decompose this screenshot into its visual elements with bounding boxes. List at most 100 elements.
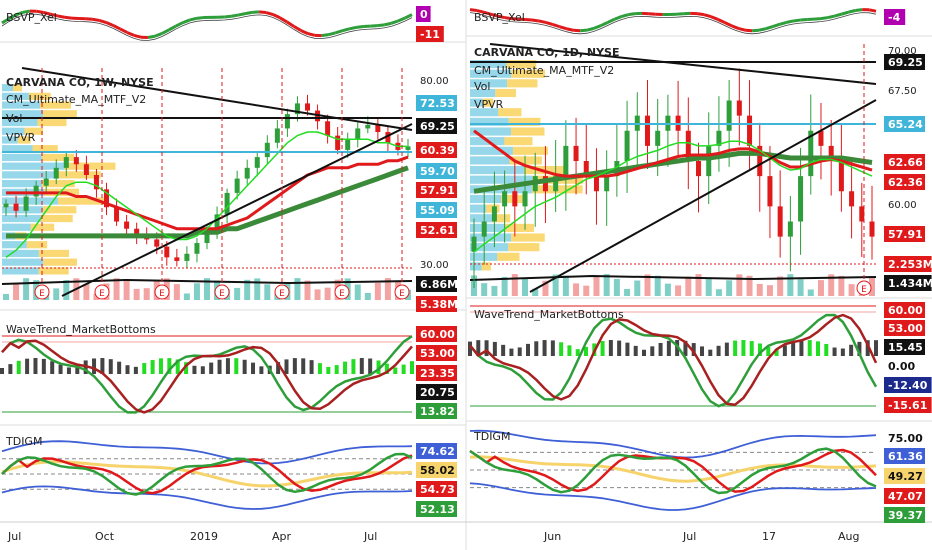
bsvp-line-segment [497, 14, 505, 20]
vpvr-bar [2, 214, 41, 223]
candle-body [818, 130, 824, 146]
volume-bar [143, 288, 150, 300]
bsvp-line-segment [737, 26, 746, 32]
volume-bar [374, 282, 381, 300]
wavetrend-histogram-bar [584, 346, 588, 356]
wavetrend-histogram-bar [58, 364, 63, 374]
right-wave-value: 0.00 [888, 360, 915, 373]
volume-bar [123, 280, 130, 300]
volume-bar [797, 279, 804, 296]
wavetrend-line-2 [1, 339, 413, 414]
candle-body [726, 100, 732, 131]
right-wave-value: 60.00 [888, 304, 923, 317]
wavetrend-histogram-bar [351, 359, 356, 374]
vpvr-bar [470, 262, 482, 271]
left-tdigm-value: 54.73 [420, 483, 455, 496]
volume-bar [511, 274, 518, 296]
candle-body [63, 157, 69, 168]
bsvp-line-segment [717, 17, 726, 24]
right-tdigm-value-bg [884, 468, 925, 484]
ma-slow-line [6, 165, 409, 239]
volume-bar [695, 274, 702, 296]
vpvr-bar [470, 204, 487, 213]
volume-bar [583, 285, 590, 296]
wavetrend-histogram-bar [234, 358, 239, 374]
volume-bar [756, 283, 763, 296]
volume-bar [685, 276, 692, 296]
right-price-label: 69.25 [888, 56, 923, 69]
right-tdigm-label: TDIGM [473, 430, 510, 443]
volume-bar [254, 278, 261, 300]
left-tdigm-value-bg [416, 501, 457, 517]
left-x-tick: Oct [95, 530, 115, 543]
wavetrend-histogram-bar [276, 362, 281, 374]
right-price-label: 1.434M [888, 277, 932, 290]
right-tdigm-value: 61.36 [888, 450, 923, 463]
wavetrend-histogram-bar [33, 358, 38, 374]
left-bsvp-label: BSVP_Xel [6, 11, 57, 24]
candle-body [13, 203, 19, 211]
volume-bar [675, 285, 682, 296]
vpvr-bar [2, 92, 29, 100]
vpvr-bar [58, 197, 104, 205]
volume-bar [173, 284, 180, 300]
bsvp-line-segment [696, 12, 705, 17]
bsvp-line-segment [586, 26, 595, 32]
right-wave-value: -15.61 [888, 399, 927, 412]
vpvr-bar [38, 249, 70, 258]
wavetrend-histogram-bar [534, 341, 539, 356]
earnings-marker [94, 284, 110, 300]
bsvp-line-segment [377, 23, 385, 28]
vpvr-bar [511, 233, 545, 242]
bsvp-line-segment [490, 12, 498, 18]
volume-bar [593, 276, 600, 296]
wavetrend-histogram-bar [700, 346, 704, 356]
bsvp-line-segment [85, 17, 93, 21]
bsvp-line-segment [119, 27, 128, 34]
volume-bar [264, 284, 271, 300]
right-wavetrend-panel [468, 305, 878, 408]
time-axis: Jul Oct 2019 Apr Jul Jun Jul 17 Aug [7, 530, 859, 543]
bsvp-line-segment [813, 17, 822, 21]
wavetrend-histogram-bar [117, 361, 122, 374]
left-price-label-bg [416, 202, 457, 218]
right-price-label: 62.66 [888, 156, 923, 169]
bsvp-line-segment [335, 29, 343, 35]
vpvr-bar [470, 252, 498, 261]
candle-body [83, 164, 89, 175]
wavetrend-histogram-bar [468, 341, 472, 356]
bsvp-line-segment [133, 33, 142, 39]
wavetrend-histogram-bar [824, 343, 829, 356]
bsvp-line-segment [258, 10, 267, 15]
right-x-tick: Jul [682, 530, 696, 543]
wavetrend-histogram-bar [393, 367, 398, 374]
candle-body [73, 157, 79, 165]
volume-bar [777, 276, 784, 296]
right-price-label-bg [884, 154, 925, 170]
bsvp-line-segment [43, 11, 52, 16]
right-ma-indicator-label: CM_Ultimate_MA_MTF_V2 [474, 64, 614, 77]
wavetrend-histogram-bar [650, 346, 655, 356]
right-tdigm-value-bg [884, 488, 925, 504]
bsvp-line-segment [573, 28, 581, 33]
vpvr-bar [2, 241, 27, 249]
bsvp-line-segment [196, 16, 204, 20]
wavetrend-histogram-bar [326, 366, 331, 374]
earnings-marker-label: E [861, 285, 867, 295]
wavetrend-histogram-bar [184, 362, 189, 374]
left-price-label: 69.25 [420, 120, 455, 133]
right-price-label-bg [884, 116, 925, 132]
volume-bar [304, 280, 311, 300]
volume-bar [384, 278, 391, 300]
left-bsvp-value: -11 [420, 28, 440, 41]
wavetrend-histogram-bar [301, 358, 306, 374]
left-wavetrend-label: WaveTrend_MarketBottoms [6, 323, 156, 336]
bsvp-line-segment [800, 18, 808, 22]
right-wave-value: 53.00 [888, 322, 923, 335]
left-chart-title: CARVANA CO, 1W, NYSE [6, 76, 154, 89]
volume-bar [715, 289, 722, 296]
left-price-label-bg [416, 95, 457, 111]
earnings-marker-label: E [399, 289, 405, 299]
candle-body [204, 232, 210, 244]
